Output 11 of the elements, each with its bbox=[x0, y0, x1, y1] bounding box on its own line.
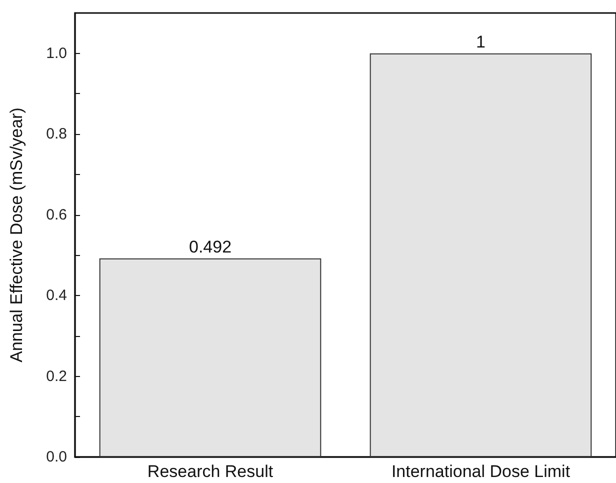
x-tick-label: International Dose Limit bbox=[391, 462, 570, 481]
x-tick-label: Research Result bbox=[147, 462, 274, 481]
data-label: 0.492 bbox=[188, 237, 232, 256]
text: 0.4 bbox=[46, 287, 67, 304]
text: 0.2 bbox=[46, 368, 67, 385]
text: 0.8 bbox=[46, 126, 67, 143]
text: 0.0 bbox=[46, 448, 67, 466]
text: 1.0 bbox=[46, 44, 67, 62]
y-axis-title: Annual Effective Dose (mSv/year) bbox=[7, 108, 26, 362]
data-label: 1 bbox=[476, 32, 486, 52]
text: 0.6 bbox=[46, 206, 67, 224]
